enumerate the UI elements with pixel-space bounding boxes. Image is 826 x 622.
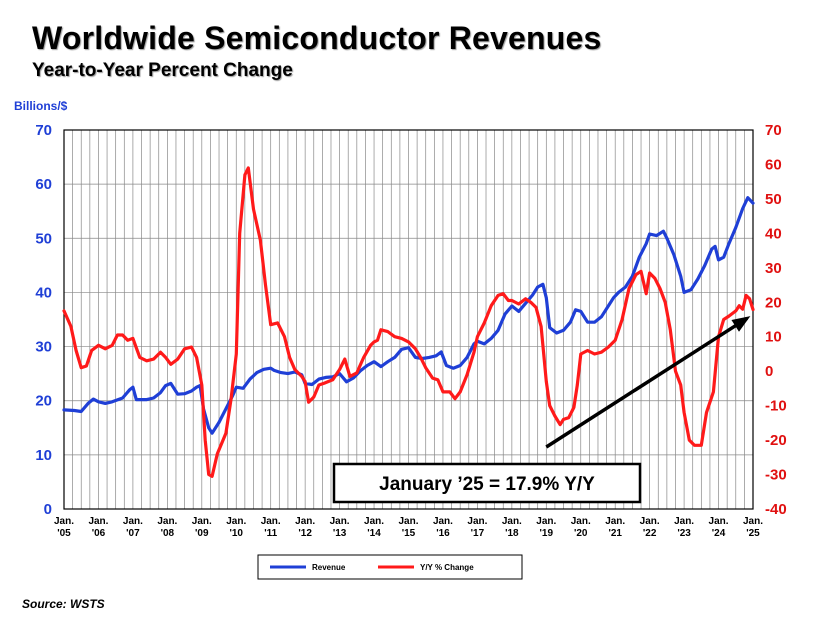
x-axis-tick-label-month: Jan. (536, 516, 556, 527)
x-axis-tick-label-year: '25 (746, 528, 760, 539)
right-axis-tick-label: -10 (765, 398, 787, 415)
source-note: Source: WSTS (22, 597, 105, 611)
x-axis-tick-label-month: Jan. (571, 516, 591, 527)
x-axis-tick-label-year: '15 (402, 528, 416, 539)
x-axis-tick-label-year: '16 (436, 528, 450, 539)
left-axis-tick-label: 60 (35, 176, 52, 193)
x-axis-tick-label-month: Jan. (192, 516, 212, 527)
x-axis-tick-label-year: '10 (229, 528, 243, 539)
right-axis-tick-label: 60 (765, 156, 782, 173)
right-axis-tick-label: -40 (765, 501, 787, 518)
left-axis-tick-label: 20 (35, 393, 52, 410)
right-axis-tick-label: -20 (765, 432, 787, 449)
annotation-callout-text: January ’25 = 17.9% Y/Y (379, 474, 595, 495)
right-axis-tick-label: 40 (765, 225, 782, 242)
right-axis-tick-label: 20 (765, 294, 782, 311)
x-axis-tick-label-month: Jan. (261, 516, 281, 527)
x-axis-tick-label-year: '05 (57, 528, 71, 539)
left-axis-unit-label: Billions/$ (14, 99, 68, 113)
left-axis-tick-label: 50 (35, 230, 52, 247)
chart-title: Worldwide Semiconductor Revenues (32, 20, 602, 56)
x-axis-tick-label-year: '06 (92, 528, 106, 539)
x-axis-tick-label-month: Jan. (502, 516, 522, 527)
x-axis-tick-label-year: '23 (677, 528, 691, 539)
annotation-callout-box (332, 462, 642, 504)
right-axis-tick-label: 50 (765, 191, 782, 208)
x-axis-tick-label-year: '08 (161, 528, 175, 539)
x-axis-tick-label-year: '21 (608, 528, 622, 539)
revenue-series-line (62, 196, 755, 435)
x-axis-tick-label-month: Jan. (364, 516, 384, 527)
left-axis-tick-label: 0 (44, 501, 52, 518)
x-axis-tick-label-month: Jan. (88, 516, 108, 527)
x-axis-tick-label-year: '14 (367, 528, 381, 539)
x-axis-tick-label-month: Jan. (743, 516, 763, 527)
x-axis-tick-label-year: '13 (333, 528, 347, 539)
x-axis-tick-label-month: Jan. (123, 516, 143, 527)
legend-label-revenue: Revenue (312, 563, 346, 572)
x-axis-tick-label-month: Jan. (674, 516, 694, 527)
x-axis-tick-label-year: '19 (540, 528, 554, 539)
right-axis-tick-label: 30 (765, 260, 782, 277)
left-axis-tick-label: 70 (35, 122, 52, 139)
x-axis-tick-label-month: Jan. (157, 516, 177, 527)
x-axis-tick-label-year: '12 (298, 528, 312, 539)
x-axis-tick-label-year: '11 (264, 528, 277, 539)
left-axis-tick-label: 10 (35, 447, 52, 464)
right-axis-tick-label: -30 (765, 467, 787, 484)
x-axis-tick-label-month: Jan. (330, 516, 350, 527)
left-axis-tick-label: 40 (35, 284, 52, 301)
right-axis-tick-label: 70 (765, 122, 782, 139)
x-axis-tick-label-year: '09 (195, 528, 209, 539)
x-axis-tick-label-month: Jan. (467, 516, 487, 527)
x-axis-tick-label-month: Jan. (709, 516, 729, 527)
x-axis-tick-label-month: Jan. (640, 516, 660, 527)
left-axis-tick-label: 30 (35, 339, 52, 356)
yoy-change-series-line (62, 166, 755, 478)
x-axis-tick-label-month: Jan. (398, 516, 418, 527)
x-axis-tick-label-year: '17 (471, 528, 485, 539)
plot-frame (63, 129, 754, 510)
x-axis-tick-label-month: Jan. (605, 516, 625, 527)
x-axis-tick-label-year: '20 (574, 528, 588, 539)
x-axis-tick-label-month: Jan. (226, 516, 246, 527)
annotation-arrow-shaft (545, 316, 748, 449)
right-axis-tick-label: 0 (765, 363, 773, 380)
x-axis-tick-label-month: Jan. (295, 516, 315, 527)
x-axis-tick-label-year: '22 (643, 528, 657, 539)
legend-label-yoy-change: Y/Y % Change (420, 563, 474, 572)
x-axis-tick-label-month: Jan. (54, 516, 74, 527)
x-axis-tick-label-year: '24 (712, 528, 726, 539)
x-axis-tick-label-year: '07 (126, 528, 140, 539)
chart-subtitle: Year-to-Year Percent Change (32, 60, 293, 81)
x-axis-tick-label-month: Jan. (433, 516, 453, 527)
annotation-arrow-head (731, 316, 751, 332)
x-axis-tick-label-year: '18 (505, 528, 519, 539)
right-axis-tick-label: 10 (765, 329, 782, 346)
